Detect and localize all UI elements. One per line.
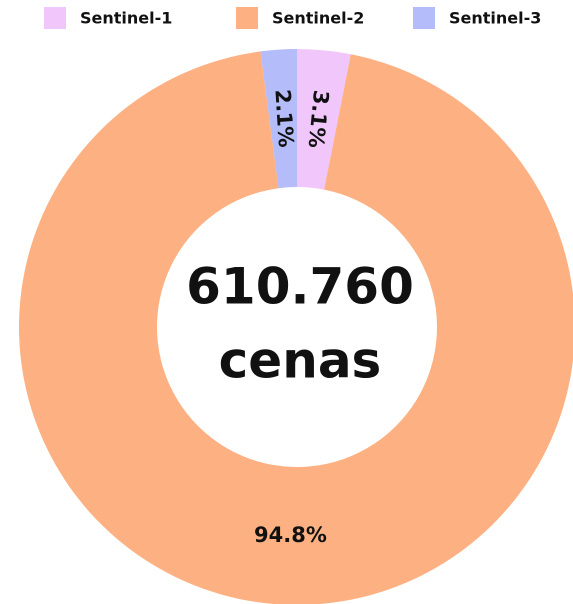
donut-slice: [297, 49, 351, 190]
donut-slice: [19, 51, 573, 604]
slice-label: 3.1%: [304, 89, 334, 149]
legend-swatch: [236, 7, 258, 29]
legend-label: Sentinel-3: [449, 9, 541, 28]
center-number: 610.760: [186, 258, 414, 316]
legend-swatch: [44, 7, 66, 29]
legend-swatch: [413, 7, 435, 29]
center-unit: cenas: [219, 332, 382, 390]
legend-label: Sentinel-1: [80, 9, 172, 28]
slice-label: 94.8%: [254, 523, 327, 547]
legend-label: Sentinel-2: [272, 9, 364, 28]
donut-slice: [260, 49, 297, 189]
slice-label: 2.1%: [270, 89, 298, 149]
